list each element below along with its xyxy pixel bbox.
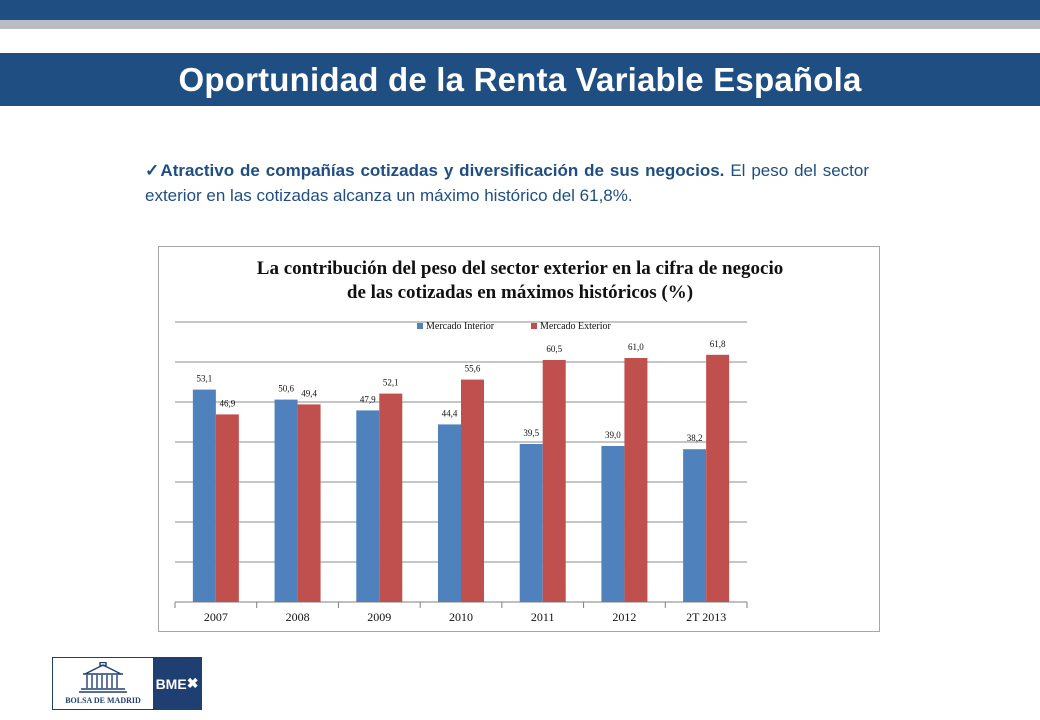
legend-swatch (531, 323, 537, 329)
data-label: 52,1 (383, 378, 399, 388)
bullet-text: El peso del sector exterior en las cotiz… (145, 161, 869, 205)
legend-label: Mercado Interior (426, 321, 495, 332)
legend-swatch (417, 323, 423, 329)
bme-x-icon: ✖ (186, 675, 199, 691)
title-band: Oportunidad de la Renta Variable Español… (0, 53, 1040, 106)
chart-title-line-2: de las cotizadas en máximos históricos (… (346, 282, 694, 303)
bullet-bold-text: Atractivo de compañías cotizadas y diver… (160, 161, 725, 180)
data-label: 46,9 (219, 398, 235, 408)
bar-mercado-exterior (297, 404, 321, 602)
bar-mercado-exterior (461, 379, 484, 602)
x-tick-label: 2007 (204, 610, 228, 624)
chart-frame: La contribución del peso del sector exte… (158, 246, 880, 632)
header-gray-stripe (0, 20, 1040, 29)
legend-label: Mercado Exterior (540, 321, 611, 332)
bar-mercado-exterior (215, 414, 239, 602)
bar-mercado-interior (192, 389, 216, 602)
bullet-point: ✓Atractivo de compañías cotizadas y dive… (145, 158, 869, 208)
bolsa-de-madrid-label: BOLSA DE MADRID (65, 696, 141, 705)
data-label: 60,5 (546, 344, 562, 354)
bar-mercado-interior (601, 446, 625, 602)
bolsa-de-madrid-logo: BOLSA DE MADRID (53, 658, 153, 709)
data-label: 38,2 (687, 433, 703, 443)
bar-mercado-exterior (706, 354, 730, 602)
slide-title: Oportunidad de la Renta Variable Español… (178, 60, 862, 98)
bme-logo: BME ✖ (153, 658, 201, 709)
x-tick-label: 2010 (449, 610, 473, 624)
data-label: 39,5 (523, 428, 539, 438)
x-tick-label: 2T 2013 (686, 610, 726, 624)
bar-mercado-exterior (624, 358, 648, 602)
data-label: 47,9 (360, 394, 376, 404)
bar-mercado-interior (683, 449, 707, 602)
bar-mercado-exterior (379, 393, 403, 602)
data-label: 53,1 (196, 374, 212, 384)
data-label: 50,6 (278, 384, 294, 394)
checkmark-icon: ✓ (145, 161, 161, 180)
bme-label: BME (155, 675, 187, 692)
building-icon (79, 662, 127, 693)
data-label: 61,8 (710, 339, 726, 349)
chart-title-line-1: La contribución del peso del sector exte… (256, 258, 784, 279)
header-top-bar (0, 0, 1040, 20)
bar-chart: 2007 53,1 46,9 2008 50,6 49,4 2009 47,9 52,1 2010… (174, 321, 748, 624)
bar-mercado-interior (274, 399, 298, 602)
data-label: 55,6 (465, 364, 481, 374)
bar-mercado-interior (519, 444, 543, 602)
data-label: 39,0 (605, 430, 621, 440)
data-label: 49,4 (301, 388, 317, 398)
x-tick-label: 2011 (531, 610, 555, 624)
x-tick-label: 2008 (286, 610, 310, 624)
x-tick-label: 2009 (367, 610, 391, 624)
logo-box: BOLSA DE MADRID BME ✖ (52, 657, 202, 710)
bar-mercado-interior (356, 410, 380, 602)
bar-mercado-exterior (542, 360, 566, 602)
data-label: 61,0 (628, 342, 644, 352)
bar-mercado-interior (438, 424, 461, 602)
chart-title: La contribución del peso del sector exte… (159, 257, 881, 305)
x-tick-label: 2012 (612, 610, 636, 624)
data-label: 44,4 (442, 408, 458, 418)
